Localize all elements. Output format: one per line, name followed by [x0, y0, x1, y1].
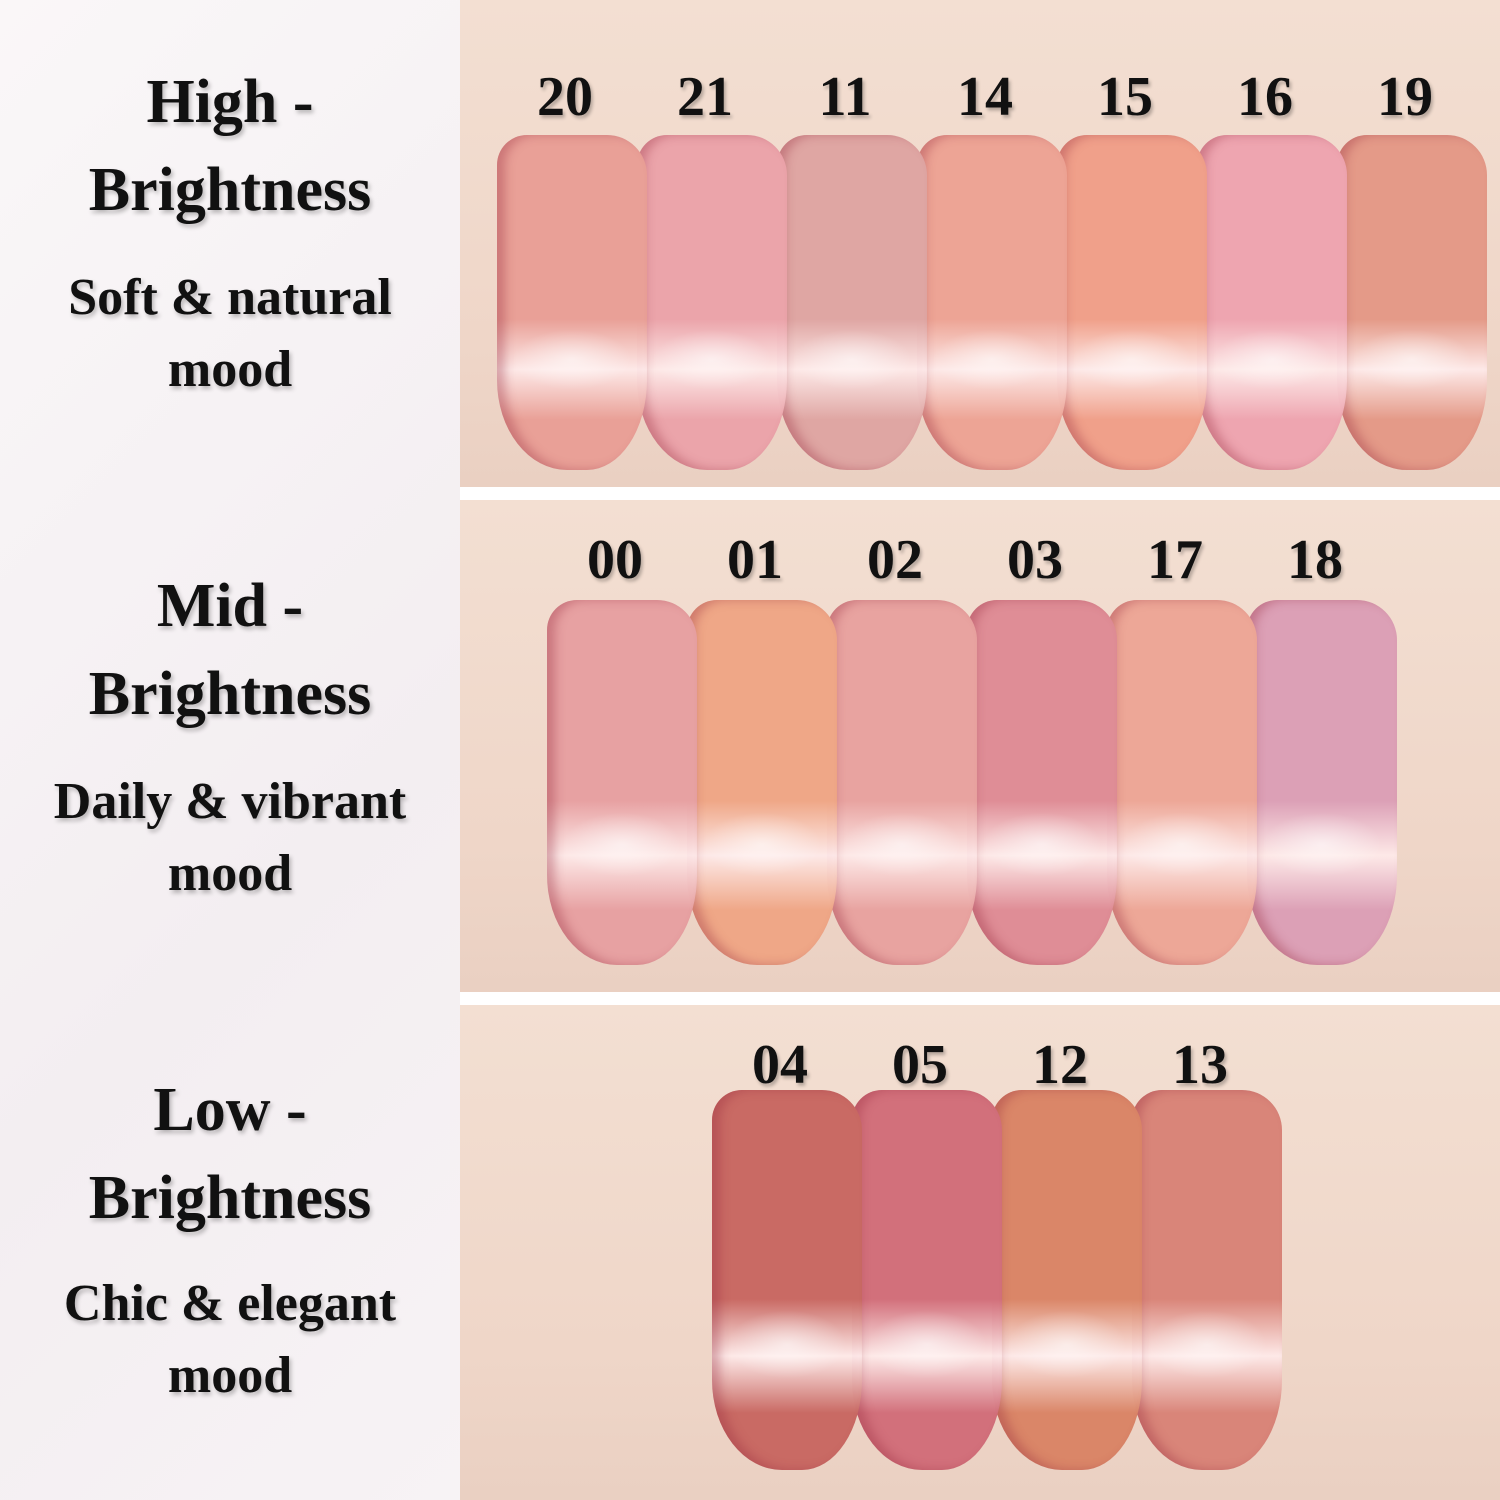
group-high-mood-1: Soft & natural: [68, 269, 392, 326]
swatch-panel-mid: 00 01 02 03 17 18: [460, 500, 1500, 992]
group-mid-title-1: Mid -: [156, 572, 304, 640]
shade-number-20: 20: [537, 66, 593, 128]
swatch-02: [827, 600, 977, 965]
shade-number-02: 02: [867, 529, 923, 591]
swatch-14: [917, 135, 1067, 470]
shade-number-18: 18: [1287, 529, 1343, 591]
swatch-12: [992, 1090, 1142, 1470]
swatch-21: [637, 135, 787, 470]
swatch-15: [1057, 135, 1207, 470]
shade-number-13: 13: [1172, 1034, 1228, 1096]
shade-number-03: 03: [1007, 529, 1063, 591]
shade-number-15: 15: [1097, 66, 1153, 128]
group-low-title-2: Brightness: [88, 1164, 372, 1232]
group-high-title-1: High -: [146, 68, 314, 136]
group-mid-title-2: Brightness: [88, 660, 372, 728]
swatch-04: [712, 1090, 862, 1470]
swatch-01: [687, 600, 837, 965]
shade-number-12: 12: [1032, 1034, 1088, 1096]
shade-number-19: 19: [1377, 66, 1433, 128]
group-mid-mood-2: mood: [167, 845, 293, 902]
swatch-19: [1337, 135, 1487, 470]
shade-number-00: 00: [587, 529, 643, 591]
swatch-00: [547, 600, 697, 965]
group-low-mood-2: mood: [167, 1347, 293, 1404]
swatch-13: [1132, 1090, 1282, 1470]
group-low-title-1: Low -: [153, 1076, 307, 1144]
group-low-mood-1: Chic & elegant: [63, 1275, 397, 1332]
swatch-20: [497, 135, 647, 470]
shade-number-21: 21: [677, 66, 733, 128]
swatch-16: [1197, 135, 1347, 470]
group-high-title-2: Brightness: [88, 156, 372, 224]
group-high-mood-2: mood: [167, 341, 293, 398]
shade-number-14: 14: [957, 66, 1013, 128]
shade-number-17: 17: [1147, 529, 1203, 591]
swatch-05: [852, 1090, 1002, 1470]
swatch-panel-high: 20 21 11 14 15 16 19: [460, 0, 1500, 487]
text-column: High - Brightness Soft & natural mood Mi…: [0, 0, 460, 1500]
swatch-panel-low: 04 05 12 13: [460, 1005, 1500, 1500]
group-mid-mood-1: Daily & vibrant: [53, 773, 407, 830]
shade-number-16: 16: [1237, 66, 1293, 128]
swatch-03: [967, 600, 1117, 965]
swatch-18: [1247, 600, 1397, 965]
shade-number-11: 11: [818, 66, 872, 128]
shade-number-01: 01: [727, 529, 783, 591]
swatch-11: [777, 135, 927, 470]
shade-number-05: 05: [892, 1034, 948, 1096]
swatch-17: [1107, 600, 1257, 965]
shade-number-04: 04: [752, 1034, 808, 1096]
